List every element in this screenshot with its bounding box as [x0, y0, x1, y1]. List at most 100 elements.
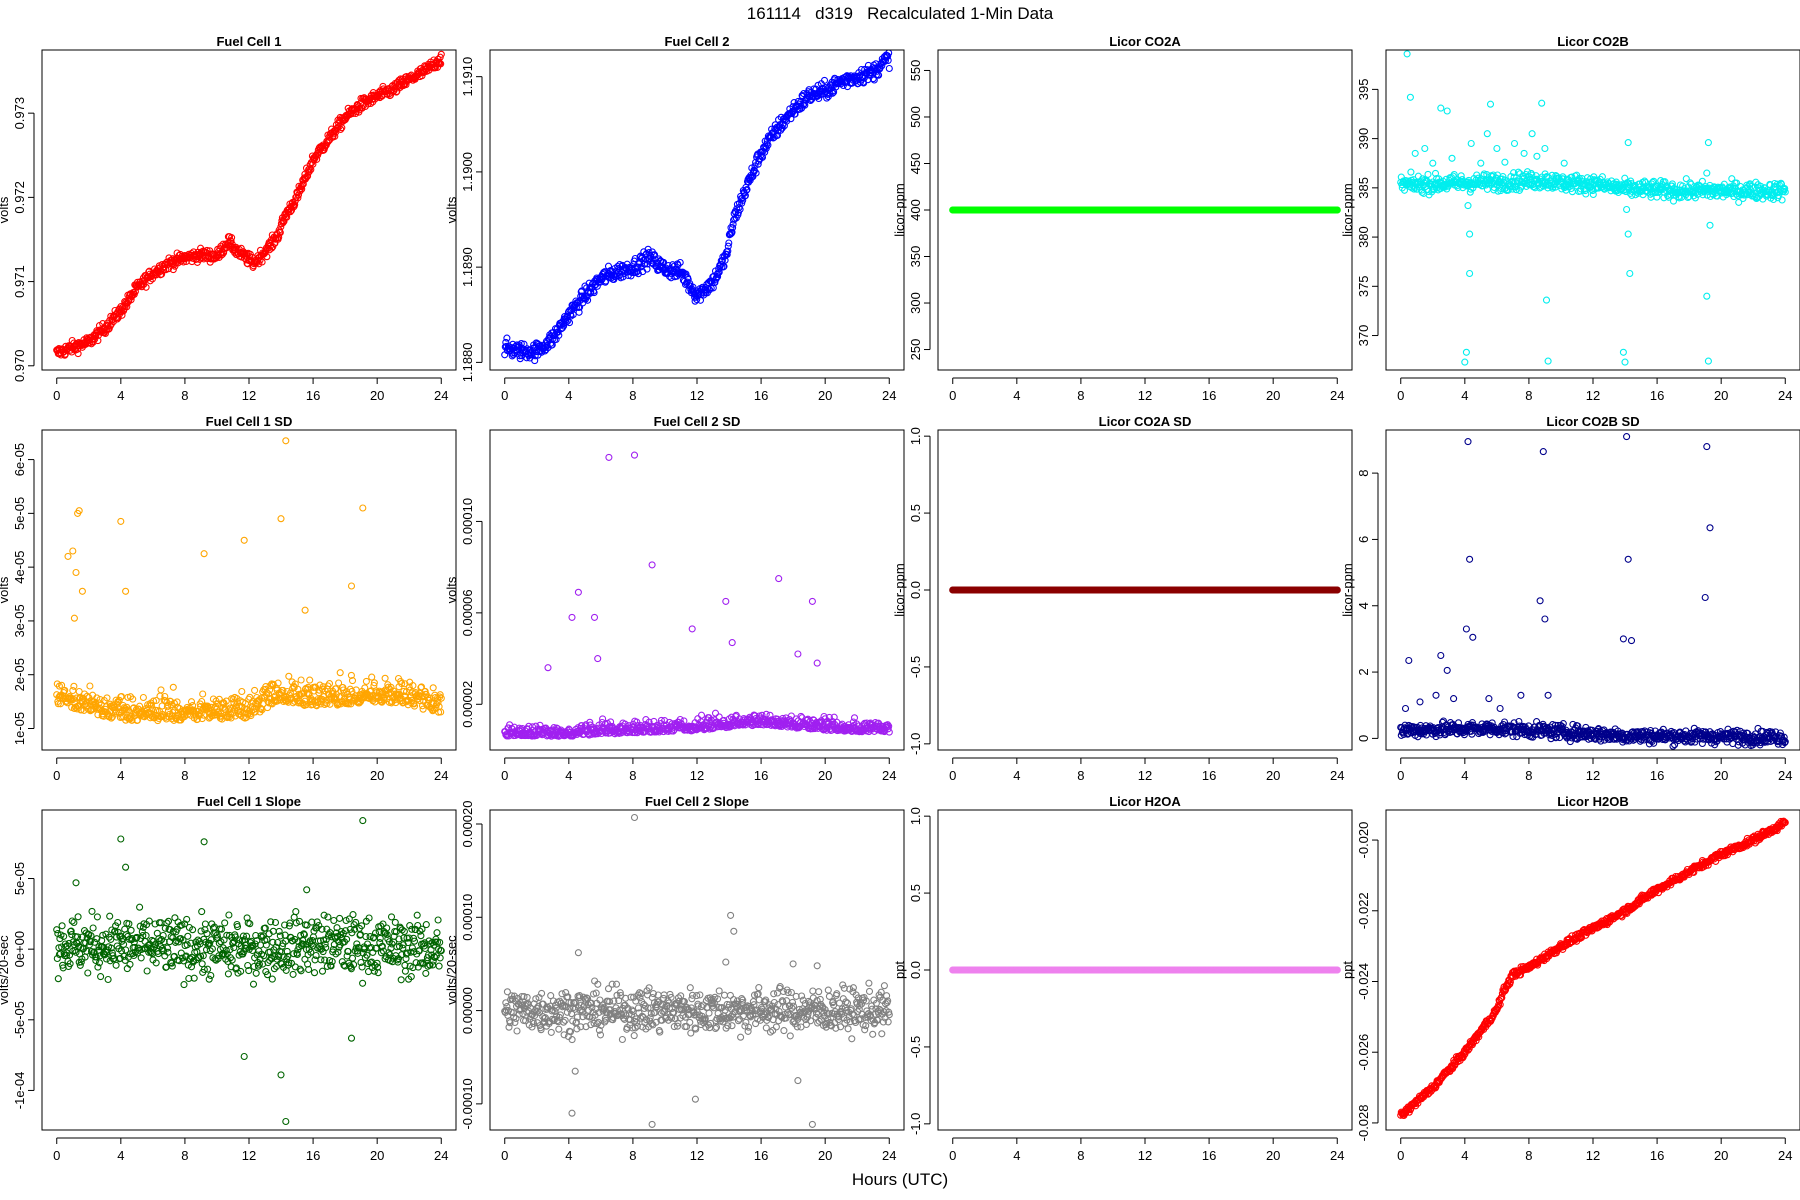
- x-tick-label: 4: [1013, 388, 1020, 403]
- x-tick-label: 16: [754, 768, 768, 783]
- data-point: [251, 686, 259, 694]
- data-point: [569, 311, 577, 319]
- data-point-outlier: [1429, 159, 1437, 167]
- data-point: [1669, 197, 1678, 205]
- x-tick-label: 4: [117, 768, 124, 783]
- data-point: [169, 266, 177, 274]
- data-point-outlier: [594, 655, 602, 663]
- data-point: [139, 693, 147, 702]
- data-point-outlier: [72, 568, 80, 577]
- data-point: [437, 694, 445, 702]
- data-point: [503, 334, 511, 342]
- figure-title: 161114 d319 Recalculated 1-Min Data: [746, 4, 1054, 23]
- data-point: [263, 253, 271, 261]
- data-point: [70, 682, 78, 690]
- x-axis-licor-co2b: 0 4 8 12 16 20 24: [1397, 377, 1792, 403]
- x-tick-label: 20: [1714, 388, 1728, 403]
- data-point-outlier: [64, 552, 72, 560]
- y-tick-label: 390: [1356, 128, 1371, 150]
- data-point-outlier: [301, 606, 309, 614]
- data-point: [74, 350, 82, 358]
- data-point-outlier: [568, 613, 576, 621]
- data-point-outlier: [1461, 358, 1469, 366]
- series-points-fuel-cell-2: [501, 49, 893, 365]
- data-point-outlier: [1443, 107, 1451, 115]
- data-point: [714, 273, 722, 281]
- series-points-licor-co2a-sd: [949, 586, 1341, 594]
- data-point: [146, 277, 154, 285]
- data-point-outlier: [1626, 269, 1634, 278]
- data-point-outlier: [78, 587, 86, 595]
- data-point: [728, 228, 736, 236]
- x-tick-label: 12: [690, 768, 704, 783]
- data-point-outlier: [1623, 205, 1631, 214]
- data-point: [69, 686, 77, 695]
- data-point: [885, 64, 893, 73]
- data-point-outlier: [574, 588, 582, 596]
- x-tick-label: 16: [754, 388, 768, 403]
- data-point: [94, 337, 102, 345]
- data-point: [725, 239, 733, 247]
- data-point-outlier: [1403, 50, 1411, 58]
- y-tick-label: 375: [1356, 275, 1371, 297]
- x-tick-label: 20: [818, 768, 832, 783]
- data-point-outlier: [282, 437, 290, 445]
- x-tick-label: 8: [1525, 388, 1532, 403]
- x-tick-label: 12: [690, 388, 704, 403]
- data-point-outlier: [605, 453, 613, 461]
- x-tick-label: 16: [1202, 388, 1216, 403]
- y-tick-label: 1e-05: [12, 712, 27, 745]
- x-tick-label: 16: [1650, 388, 1664, 403]
- y-tick-label: 250: [908, 339, 923, 361]
- y-tick-label: 3e-05: [12, 604, 27, 637]
- y-tick-label: 4e-05: [12, 551, 27, 584]
- x-tick-label: 8: [1077, 388, 1084, 403]
- data-point: [724, 247, 732, 255]
- data-point-outlier: [117, 517, 125, 525]
- x-tick-label: 0: [53, 388, 60, 403]
- x-axis-fuel-cell-2: 0 4 8 12 16 20 24: [501, 377, 896, 403]
- x-tick-label: 24: [1330, 388, 1344, 403]
- data-point: [565, 319, 574, 327]
- data-point: [676, 258, 684, 267]
- data-point-outlier: [1466, 230, 1474, 238]
- y-axis-label-fuel-cell-1-sd: volts: [0, 576, 11, 603]
- data-point: [729, 224, 737, 232]
- data-point-outlier: [1437, 104, 1445, 112]
- y-tick-label: 0.972: [12, 181, 27, 214]
- data-point: [296, 187, 304, 195]
- data-point: [706, 286, 714, 294]
- x-tick-label: 4: [565, 388, 572, 403]
- x-tick-label: 20: [818, 388, 832, 403]
- data-point: [228, 234, 236, 242]
- data-point: [258, 258, 266, 266]
- x-tick-label: 8: [181, 388, 188, 403]
- data-point: [306, 676, 314, 684]
- data-point: [643, 265, 651, 273]
- x-tick-label: 0: [53, 768, 60, 783]
- x-tick-label: 24: [434, 388, 448, 403]
- y-tick-label: 0.00006: [460, 589, 475, 636]
- x-tick-label: 16: [306, 388, 320, 403]
- data-point-outlier: [1533, 152, 1541, 160]
- data-point: [575, 308, 583, 316]
- x-tick-label: 0: [501, 388, 508, 403]
- data-point-outlier: [1703, 292, 1711, 300]
- data-point: [269, 243, 277, 251]
- data-point: [362, 677, 370, 685]
- panel-title-fuel-cell-1: Fuel Cell 1: [216, 34, 281, 49]
- data-point: [429, 684, 437, 692]
- data-point-outlier: [1448, 154, 1456, 162]
- y-tick-label: 0.00002: [460, 681, 475, 728]
- data-point: [127, 296, 135, 304]
- x-tick-label: 24: [882, 388, 896, 403]
- data-point-outlier: [775, 575, 783, 583]
